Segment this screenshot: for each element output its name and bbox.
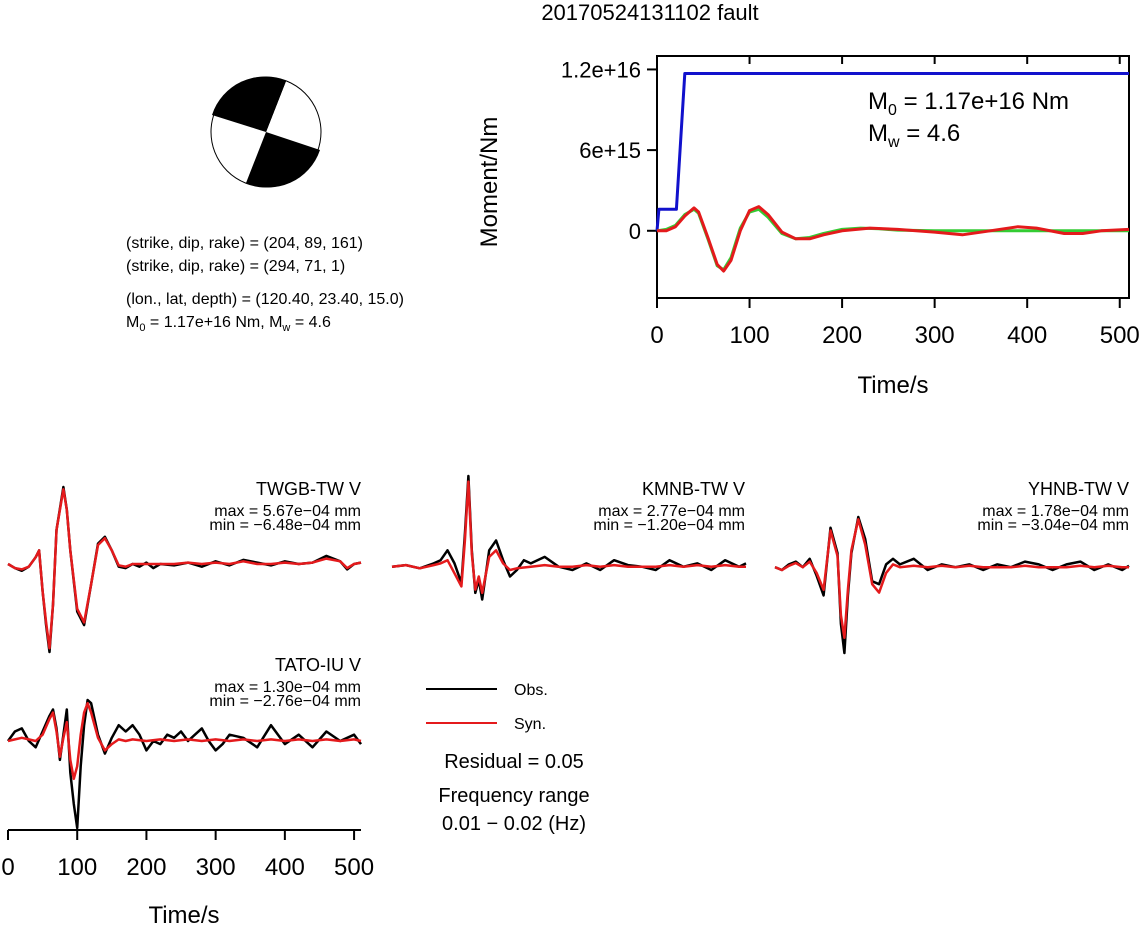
moment-ytick-label: 1.2e+16 [561, 57, 641, 82]
frequency-title: Frequency range [438, 785, 589, 807]
moment-series-line-2 [657, 205, 1130, 273]
figure-title: 20170524131102 fault [541, 0, 758, 25]
synthetic-trace [7, 701, 362, 781]
moment-series-line-1 [656, 207, 1129, 272]
moment-mw-annotation: Mw = 4.6 [868, 120, 960, 151]
station-max-label: max = 5.67e−04 mm [214, 503, 361, 520]
moment-ytick-label: 6e+15 [579, 138, 641, 163]
beachball-quadrant-top [212, 76, 286, 132]
moment-function-chart: 0 6e+15 1.2e+16 0 100 200 300 400 500 Moment/Nm… [476, 55, 1140, 399]
station-min-label: min = −2.76e−04 mm [209, 693, 361, 710]
station-max-label: max = 2.77e−04 mm [598, 503, 745, 520]
observed-trace [774, 515, 1130, 655]
legend-syn-label: Syn. [514, 716, 546, 733]
legend: Obs. Syn. Residual = 0.05 Frequency rang… [426, 682, 590, 835]
station-min-label: min = −3.04e−04 mm [977, 517, 1129, 534]
frequency-range: 0.01 − 0.02 (Hz) [442, 813, 586, 835]
station-label: YHNB-TW V [1028, 479, 1129, 499]
moment-xlabel: Time/s [857, 372, 928, 399]
station-max-label: max = 1.78e−04 mm [982, 503, 1129, 520]
station-label: TWGB-TW V [256, 479, 361, 499]
beachball-quadrant-bottom [246, 132, 320, 188]
station-label: KMNB-TW V [642, 479, 745, 499]
source-info: (strike, dip, rake) = (204, 89, 161) (st… [126, 235, 404, 334]
station-max-label: max = 1.30e−04 mm [214, 679, 361, 696]
waveform-xtick-label: 300 [196, 854, 236, 881]
moment-xtick-label: 300 [915, 322, 955, 349]
observed-trace [391, 474, 747, 601]
waveform-xlabel: Time/s [148, 902, 219, 927]
moment-m0-annotation: M0 = 1.17e+16 Nm [868, 88, 1069, 119]
moment-xtick-label: 100 [730, 322, 770, 349]
magnitude-line: M0 = 1.17e+16 Nm, Mw = 4.6 [126, 314, 331, 334]
moment-xtick-label: 500 [1100, 322, 1140, 349]
nodal-plane-2: (strike, dip, rake) = (294, 71, 1) [126, 258, 345, 275]
waveform-xtick-label: 500 [334, 854, 374, 881]
waveform-time-axis: 0 100 200 300 400 500 Time/s [1, 829, 374, 927]
moment-xtick-label: 400 [1007, 322, 1047, 349]
moment-ytick-label: 0 [629, 219, 641, 244]
observed-trace [6, 698, 363, 830]
moment-ylabel: Moment/Nm [476, 117, 503, 248]
nodal-plane-1: (strike, dip, rake) = (204, 89, 161) [126, 235, 363, 252]
synthetic-trace [774, 518, 1129, 640]
moment-plot-frame [656, 55, 1130, 299]
synthetic-trace [7, 488, 362, 650]
beachball [210, 76, 322, 188]
legend-obs-label: Obs. [514, 682, 548, 699]
station-min-label: min = −6.48e−04 mm [209, 517, 361, 534]
station-min-label: min = −1.20e−04 mm [593, 517, 745, 534]
waveform-xtick-label: 0 [1, 854, 14, 881]
residual-label: Residual = 0.05 [444, 751, 584, 773]
waveform-xtick-label: 200 [126, 854, 166, 881]
moment-series-line-0 [655, 72, 1129, 231]
source-location: (lon., lat, depth) = (120.40, 23.40, 15.… [126, 291, 404, 308]
moment-xtick-label: 200 [822, 322, 862, 349]
station-label: TATO-IU V [275, 655, 361, 675]
waveform-xtick-label: 100 [57, 854, 97, 881]
synthetic-trace [391, 480, 746, 595]
waveform-xtick-label: 400 [265, 854, 305, 881]
moment-xtick-label: 0 [650, 322, 663, 349]
